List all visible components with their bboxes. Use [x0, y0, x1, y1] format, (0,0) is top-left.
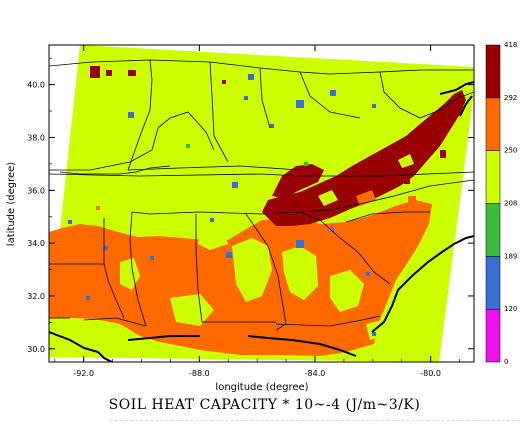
coastal-inclusion-5	[170, 294, 214, 326]
x-tick-label: -80.0	[420, 369, 441, 378]
x-tick-label: -84.0	[305, 369, 326, 378]
colorbar-label: 208	[504, 200, 517, 208]
colorbar-label: 250	[504, 147, 517, 155]
belt-inclusion-2	[356, 190, 376, 206]
colorbar: 0 120 189 208 250 292 418	[485, 41, 517, 366]
y-tick-label: 32.0	[27, 292, 45, 301]
x-axis-label: longitude (degree)	[215, 382, 308, 393]
colorbar-label: 0	[504, 358, 508, 366]
colorbar-label: 418	[504, 41, 517, 49]
colorbar-label: 292	[504, 94, 517, 102]
colorbar-swatch	[485, 150, 501, 204]
y-axis-label: latitude (degree)	[6, 162, 17, 246]
colorbar-label: 120	[504, 305, 517, 313]
colorbar-swatch	[485, 44, 501, 99]
north-patch-1	[90, 66, 100, 78]
appalachian-belt-region	[262, 90, 466, 226]
belt-inclusion-1	[318, 190, 338, 206]
north-patch-6	[404, 178, 410, 184]
orange-speck-2	[408, 196, 416, 202]
north-patch-4	[222, 80, 226, 84]
y-tick-label: 30.0	[27, 345, 45, 354]
colorbar-swatch	[485, 203, 501, 257]
state-boundaries	[49, 59, 474, 331]
coastal-inclusion-2	[282, 246, 318, 300]
plot-frame	[48, 44, 475, 363]
y-tick-label: 36.0	[27, 186, 45, 195]
low-value-pixels	[68, 74, 376, 336]
bottom-strip	[110, 420, 520, 430]
colorbar-label: 189	[504, 252, 517, 260]
appalachian-belt-west	[272, 164, 324, 198]
x-tick-label: -88.0	[189, 369, 210, 378]
coastal-inclusion-4	[330, 270, 364, 312]
coastal-inclusion-6	[198, 228, 228, 250]
north-patch-3	[128, 70, 136, 76]
belt-inclusion-3	[398, 154, 414, 168]
coastal-inclusion-1	[232, 238, 272, 302]
colorbar-swatch	[485, 308, 501, 363]
x-tick-label: -92.0	[73, 369, 94, 378]
figure-caption: SOIL HEAT CAPACITY * 10~-4 (J/m~3/K)	[108, 397, 421, 413]
mid-value-pixels	[186, 144, 308, 166]
orange-speck-1	[262, 232, 268, 238]
north-patch-5	[440, 150, 446, 158]
orange-speck-3	[96, 206, 100, 210]
north-patch-2	[106, 70, 112, 76]
y-tick-label: 34.0	[27, 239, 45, 248]
colorbar-swatch	[485, 97, 501, 151]
y-tick-label: 40.0	[27, 81, 45, 90]
coastline	[49, 81, 474, 362]
axis-ticks: -92.0 -88.0 -84.0 -80.0 30.0 32.0 34.0 36.0 38.0…	[27, 45, 474, 378]
colorbar-swatch	[485, 256, 501, 310]
y-tick-label: 38.0	[27, 133, 45, 142]
